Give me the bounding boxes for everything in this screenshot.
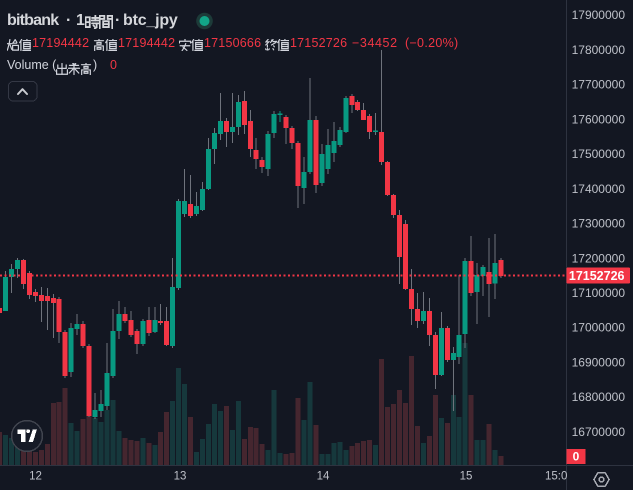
svg-text:15: 15: [460, 471, 473, 483]
svg-text:17600000: 17600000: [572, 112, 626, 126]
svg-text:16900000: 16900000: [572, 355, 626, 369]
svg-text:17800000: 17800000: [572, 43, 626, 57]
svg-text:17000000: 17000000: [572, 321, 626, 335]
svg-text:16800000: 16800000: [572, 390, 626, 404]
svg-text:0: 0: [573, 450, 580, 464]
svg-text:13: 13: [174, 471, 187, 483]
svg-text:14: 14: [317, 471, 330, 483]
svg-text:15:0: 15:0: [545, 471, 567, 483]
svg-text:12: 12: [29, 471, 42, 483]
svg-text:17700000: 17700000: [572, 78, 626, 92]
svg-text:17152726: 17152726: [569, 269, 625, 283]
svg-text:17900000: 17900000: [572, 8, 626, 22]
svg-text:17100000: 17100000: [572, 286, 626, 300]
svg-text:17500000: 17500000: [572, 147, 626, 161]
svg-text:17200000: 17200000: [572, 251, 626, 265]
svg-text:17300000: 17300000: [572, 217, 626, 231]
svg-text:16700000: 16700000: [572, 425, 626, 439]
svg-text:17400000: 17400000: [572, 182, 626, 196]
